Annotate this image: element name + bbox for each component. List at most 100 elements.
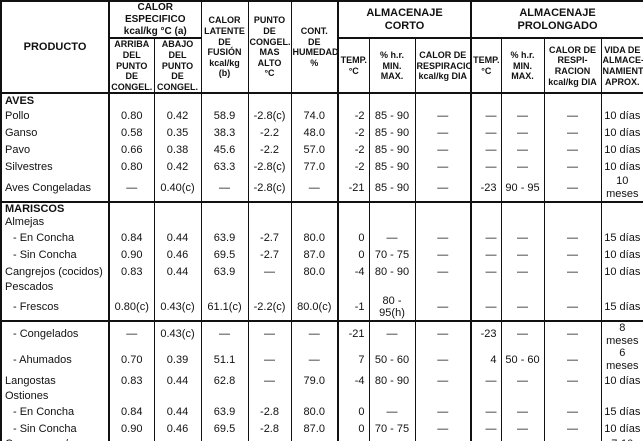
- cell-temp_prol: —: [470, 229, 502, 247]
- cell-temp_prol: —: [470, 420, 502, 438]
- cell-temp_corto: 0: [337, 437, 370, 441]
- cell-humedad: 87.0: [290, 420, 339, 438]
- cell-temp_corto: -1: [337, 294, 370, 321]
- cell-latente: 63.9: [200, 229, 249, 247]
- table-row: - En Concha 0.84 0.44 63.9 -2.8 80.0 0— — — — —15 …: [1, 403, 643, 421]
- cell-hr_corto: 70 - 75: [368, 437, 416, 441]
- top-border-fragment: [0, 0, 17, 2]
- cell-abajo: 0.44: [153, 403, 202, 421]
- cell-hr_corto: 50 - 60: [368, 347, 416, 373]
- cell-arriba: 0.84: [108, 229, 154, 247]
- cell-hr_corto: 80 - 90: [368, 372, 416, 390]
- cell-temp_corto: 0: [337, 403, 370, 421]
- cell-latente: 63.3: [200, 158, 249, 176]
- cell-latente: —: [200, 319, 249, 348]
- cell-hr_prol: [500, 200, 545, 216]
- cell-hr_prol: —: [500, 294, 545, 321]
- table-row: - Sin Concha 0.90 0.46 69.5 -2.8 87.0 0 70 - 75…: [1, 420, 643, 438]
- cell-abajo: 0.44: [153, 372, 202, 390]
- product-cell: - Congelados: [1, 319, 109, 348]
- cell-arriba: 0.83: [108, 372, 154, 390]
- table-row: Langostas 0.83 0.44 62.8—79.0 -4 80 - 90— — — —1…: [1, 372, 643, 390]
- column-header-punto-congelacion: PUNTO DE CONGEL. MAS ALTO °C: [247, 0, 292, 94]
- cell-hr_corto: 85 - 90: [368, 124, 416, 142]
- cell-resp_prol: —: [543, 263, 602, 281]
- cell-resp_prol: [543, 200, 602, 216]
- cell-humedad: 80.0: [290, 403, 339, 421]
- cell-punto: [247, 93, 292, 108]
- cell-abajo: 0.43(c): [153, 294, 202, 321]
- header-row-subcolumns: ARRIBA DEL PUNTO DE CONGEL. ABAJO DEL PU…: [1, 38, 643, 94]
- cell-abajo: 0.42: [153, 107, 202, 125]
- cell-abajo: 0.43(c): [153, 319, 202, 348]
- cell-temp_prol: —: [470, 372, 502, 390]
- cell-vida: 15 días: [600, 229, 643, 247]
- cell-resp_prol: [543, 215, 602, 230]
- cell-temp_prol: —: [470, 158, 502, 176]
- cell-vida: 10 días: [600, 107, 643, 125]
- product-cell: Pescados: [5, 281, 54, 294]
- table-row: Aves Congeladas —0.40(c) — -2.8(c) — -21 85 - …: [1, 175, 643, 202]
- cell-abajo: 0.40(c): [153, 175, 202, 202]
- cell-temp_prol: —: [470, 246, 502, 264]
- cell-arriba: —: [108, 175, 154, 202]
- cell-hr_corto: 80 - 95(h): [368, 294, 416, 321]
- table-row: Pollo 0.80 0.42 58.9 -2.8(c) 74.0 -2 85 - 90— — —…: [1, 107, 643, 125]
- cell-punto: -2.8: [247, 403, 292, 421]
- cell-resp_corto: —: [414, 124, 472, 142]
- table-row: - Congelados —0.43(c) — — — -21— — -23— —8 meses: [1, 319, 643, 348]
- cell-resp_prol: —: [543, 229, 602, 247]
- cell-arriba: 0.84: [108, 403, 154, 421]
- cell-resp_corto: [414, 215, 472, 230]
- cell-punto: -2.2: [247, 141, 292, 159]
- cell-temp_prol: [470, 93, 502, 108]
- cell-vida: 10 días: [600, 420, 643, 438]
- cell-temp_corto: 0: [337, 420, 370, 438]
- cell-arriba: 0.80(c): [108, 294, 154, 321]
- product-cell: Pollo: [5, 109, 30, 122]
- cell-humedad: 87.0: [290, 246, 339, 264]
- cell-resp_prol: —: [543, 158, 602, 176]
- cell-arriba: —: [108, 319, 154, 348]
- cell-temp_prol: —: [470, 263, 502, 281]
- cell-humedad: —: [290, 319, 339, 348]
- cell-resp_prol: —: [543, 420, 602, 438]
- cell-resp_prol: —: [543, 319, 602, 348]
- cell-temp_corto: -4: [337, 372, 370, 390]
- product-cell: Silvestres: [5, 160, 53, 173]
- cell-latente: 61.1(c): [200, 294, 249, 321]
- cell-resp_corto: —: [414, 294, 472, 321]
- table-row: - Sin Concha 0.90 0.46 69.5 -2.7 87.0 0 70 - 75…: [1, 246, 643, 264]
- cell-hr_prol: —: [500, 437, 545, 441]
- cell-abajo: 0.39: [153, 347, 202, 373]
- cell-hr_corto: 70 - 75: [368, 246, 416, 264]
- cell-vida: 10 días: [600, 158, 643, 176]
- cell-hr_prol: —: [500, 246, 545, 264]
- cell-hr_prol: [500, 93, 545, 108]
- cell-resp_corto: —: [414, 246, 472, 264]
- cell-arriba: [108, 93, 154, 108]
- cell-abajo: [153, 215, 202, 230]
- cell-latente: 63.9: [200, 263, 249, 281]
- cell-humedad: 75.0: [290, 437, 339, 441]
- cell-punto: —: [247, 372, 292, 390]
- cell-hr_prol: 90 - 95: [500, 175, 545, 202]
- cell-resp_corto: [414, 200, 472, 216]
- cell-vida: 10 días: [600, 263, 643, 281]
- cell-resp_corto: —: [414, 420, 472, 438]
- cell-abajo: 0.44: [153, 229, 202, 247]
- cell-punto: -2.2(c): [247, 294, 292, 321]
- cell-vida: [600, 200, 643, 216]
- cell-resp_corto: [414, 93, 472, 108]
- cell-temp_corto: -21: [337, 319, 370, 348]
- cell-resp_corto: —: [414, 107, 472, 125]
- product-cell: Almejas: [5, 216, 45, 229]
- cell-temp_corto: 0: [337, 246, 370, 264]
- column-header-hr-prolongado: % h.r. MIN. MAX.: [500, 38, 545, 94]
- cell-temp_corto: 0: [337, 229, 370, 247]
- cell-punto: [247, 389, 292, 404]
- cell-humedad: [290, 280, 339, 295]
- product-cell: MARISCOS: [1, 200, 109, 216]
- cell-temp_prol: -23: [470, 175, 502, 202]
